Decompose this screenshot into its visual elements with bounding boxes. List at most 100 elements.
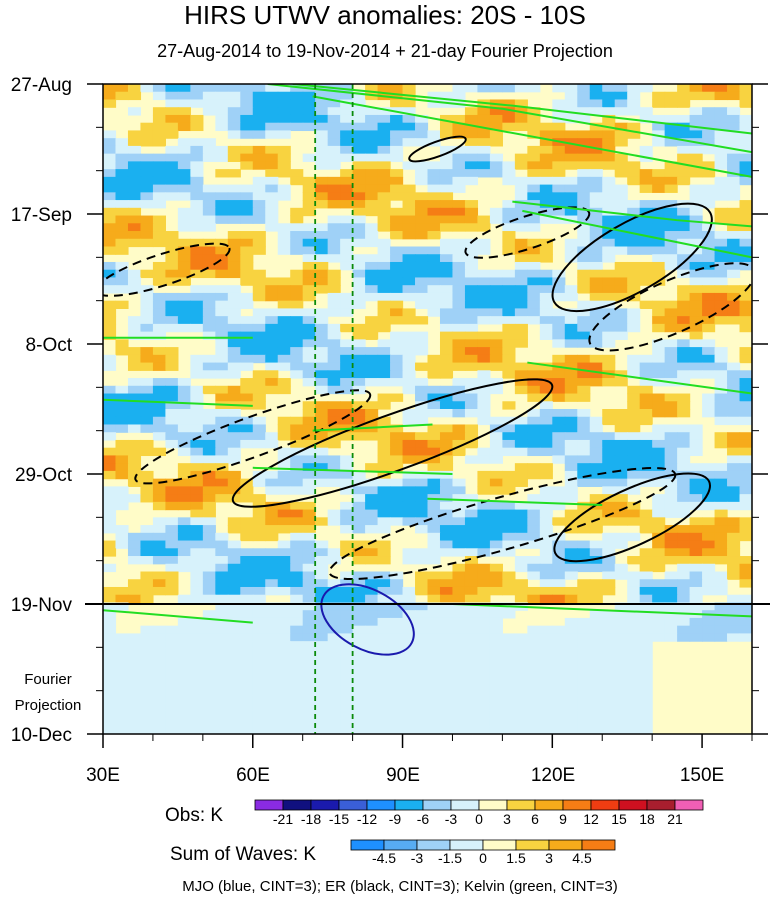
field-cell bbox=[390, 617, 404, 627]
field-cell bbox=[714, 122, 728, 132]
field-cell bbox=[352, 238, 366, 248]
field-cell bbox=[477, 633, 491, 642]
field-cell bbox=[714, 540, 728, 549]
field-cell bbox=[539, 184, 553, 193]
field-cell bbox=[277, 192, 291, 201]
field-cell bbox=[302, 114, 316, 124]
field-cell bbox=[727, 238, 741, 248]
field-cell bbox=[527, 703, 541, 712]
field-cell bbox=[240, 130, 254, 139]
field-cell bbox=[589, 254, 603, 263]
field-cell bbox=[103, 261, 117, 271]
field-cell bbox=[302, 424, 316, 433]
field-cell bbox=[664, 463, 678, 472]
field-cell bbox=[652, 354, 666, 364]
field-cell bbox=[627, 169, 641, 178]
field-cell bbox=[390, 378, 404, 387]
field-cell bbox=[489, 138, 503, 147]
field-cell bbox=[302, 625, 316, 635]
field-cell bbox=[602, 571, 616, 580]
field-cell bbox=[202, 409, 216, 418]
field-cell bbox=[689, 548, 703, 557]
field-cell bbox=[165, 114, 179, 124]
field-cell bbox=[215, 339, 229, 348]
field-cell bbox=[739, 594, 752, 604]
field-cell bbox=[552, 331, 566, 340]
field-cell bbox=[714, 107, 728, 116]
field-cell bbox=[564, 292, 578, 302]
field-cell bbox=[377, 703, 391, 712]
field-cell bbox=[527, 184, 541, 193]
field-cell bbox=[464, 300, 479, 310]
field-cell bbox=[639, 416, 653, 426]
field-cell bbox=[552, 656, 566, 665]
field-cell bbox=[627, 463, 641, 472]
field-cell bbox=[227, 710, 241, 720]
field-cell bbox=[502, 238, 516, 248]
field-cell bbox=[240, 292, 254, 302]
field-cell bbox=[639, 393, 653, 402]
field-cell bbox=[527, 432, 541, 441]
field-cell bbox=[127, 184, 142, 193]
field-cell bbox=[152, 548, 167, 557]
field-cell bbox=[464, 710, 479, 720]
field-cell bbox=[215, 486, 229, 495]
field-cell bbox=[564, 145, 578, 155]
field-cell bbox=[439, 215, 454, 224]
field-cell bbox=[315, 656, 329, 665]
field-cell bbox=[240, 648, 254, 658]
field-cell bbox=[302, 478, 316, 487]
field-cell bbox=[315, 378, 329, 387]
waves-level-label: -1.5 bbox=[438, 850, 462, 866]
field-cell bbox=[290, 246, 304, 255]
field-cell bbox=[527, 153, 541, 162]
field-cell bbox=[639, 238, 653, 248]
field-cell bbox=[514, 532, 528, 542]
field-cell bbox=[502, 169, 516, 178]
field-cell bbox=[215, 718, 229, 727]
field-cell bbox=[627, 633, 641, 642]
field-cell bbox=[489, 316, 503, 325]
field-cell bbox=[127, 556, 142, 565]
field-cell bbox=[402, 308, 416, 317]
field-cell bbox=[190, 594, 204, 604]
field-cell bbox=[664, 231, 678, 240]
field-cell bbox=[152, 664, 167, 673]
field-cell bbox=[190, 664, 204, 673]
field-cell bbox=[365, 672, 379, 681]
field-cell bbox=[714, 509, 728, 518]
field-cell bbox=[564, 424, 578, 433]
field-cell bbox=[477, 354, 491, 364]
field-cell bbox=[677, 347, 691, 356]
field-cell bbox=[677, 563, 691, 573]
field-cell bbox=[489, 292, 503, 302]
obs-level-label: -12 bbox=[357, 811, 377, 827]
field-cell bbox=[452, 424, 466, 433]
field-cell bbox=[327, 641, 341, 650]
field-cell bbox=[152, 556, 167, 565]
field-cell bbox=[190, 478, 204, 487]
field-cell bbox=[489, 532, 503, 542]
field-cell bbox=[177, 277, 191, 286]
field-cell bbox=[365, 401, 379, 410]
field-cell bbox=[727, 409, 741, 418]
field-cell bbox=[227, 540, 241, 549]
field-cell bbox=[115, 695, 129, 704]
field-cell bbox=[252, 695, 266, 704]
field-cell bbox=[152, 633, 167, 642]
field-cell bbox=[402, 114, 416, 124]
kelvin-contour bbox=[103, 398, 253, 407]
field-cell bbox=[539, 679, 553, 689]
field-cell bbox=[614, 153, 628, 162]
field-cell bbox=[614, 672, 628, 681]
field-cell bbox=[365, 354, 379, 364]
field-cell bbox=[315, 331, 329, 340]
field-cell bbox=[215, 594, 229, 604]
field-cell bbox=[427, 625, 441, 635]
field-cell bbox=[689, 525, 703, 534]
field-cell bbox=[402, 277, 416, 286]
field-cell bbox=[127, 207, 142, 217]
field-cell bbox=[477, 641, 491, 650]
field-cell bbox=[514, 478, 528, 487]
field-cell bbox=[127, 447, 142, 457]
